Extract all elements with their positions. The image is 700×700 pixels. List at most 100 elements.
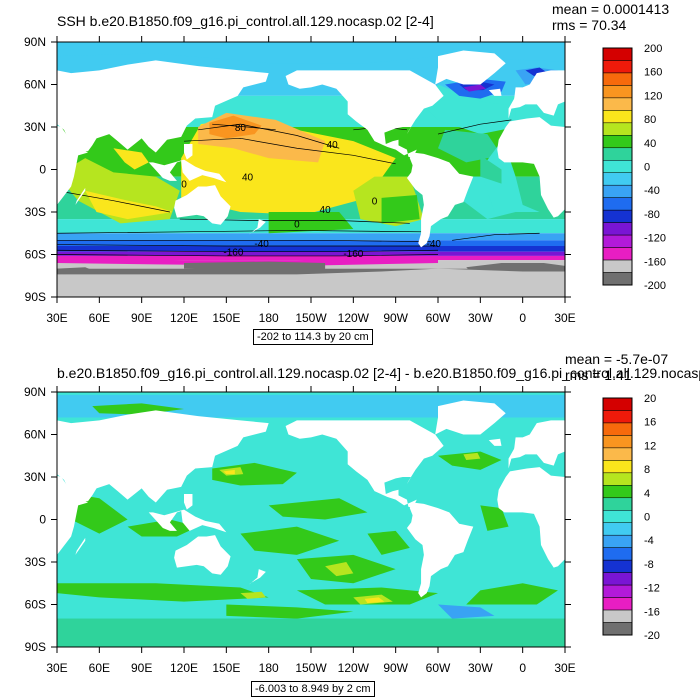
field-patch [423, 84, 516, 135]
land-mask [488, 438, 502, 446]
contour-line [57, 230, 424, 234]
colorbar-swatch [602, 209, 633, 223]
colorbar-label: 16 [644, 417, 656, 429]
colorbar-swatch [602, 234, 633, 248]
y-tick-label: 60N [24, 78, 46, 92]
field-patch [240, 591, 266, 599]
colorbar-swatch [602, 435, 633, 449]
y-tick-label: 0 [39, 513, 46, 527]
colorbar-label: -16 [644, 606, 660, 618]
difference-map-plot: 30E 60E 90E 120E 150E 180 150W 120W 90W 60W 30W 0 30… [24, 385, 660, 675]
x-tick-label: 120W [338, 661, 370, 675]
contour-label: 0 [294, 219, 300, 230]
field-patch [438, 451, 502, 470]
contour-label: 40 [242, 173, 254, 184]
field-patch [367, 530, 410, 555]
land-mask [285, 70, 444, 159]
colorbar-label: 8 [644, 464, 650, 476]
colorbar-swatch [602, 622, 633, 636]
y-tick-label: 60N [24, 428, 46, 442]
contour-line [57, 254, 439, 257]
y-tick-label: 30S [25, 205, 46, 219]
colorbar-swatch [602, 272, 633, 286]
x-tick-label: 120E [170, 311, 198, 325]
colorbar-label: -8 [644, 559, 654, 571]
x-tick-label: 90E [131, 311, 152, 325]
contour-line [452, 232, 540, 241]
field-patch [57, 618, 565, 647]
colorbar-label: 160 [644, 67, 662, 79]
land-mask [75, 537, 86, 555]
x-tick-label: 90E [131, 661, 152, 675]
colorbar-swatch [602, 47, 633, 61]
x-tick-label: 150E [212, 311, 240, 325]
field-patch [381, 195, 420, 224]
difference-panel: b.e20.B1850.f09_g16.pi_control.all.129.n… [0, 350, 700, 700]
y-tick-label: 60S [25, 248, 46, 262]
colorbar-swatch [602, 160, 633, 173]
mean-stat: mean = 0.0001413 [552, 1, 670, 17]
field-patch [57, 44, 565, 64]
land-mask [406, 502, 474, 598]
field-band [57, 233, 565, 241]
colorbar-swatch [602, 584, 633, 598]
contour-label: -160 [343, 249, 363, 260]
colorbar-label: 0 [644, 162, 650, 174]
x-tick-label: 60W [426, 661, 451, 675]
land-mask [184, 494, 193, 510]
x-tick-label: 60E [89, 311, 110, 325]
land-mask [57, 475, 89, 555]
contour-line [183, 137, 396, 165]
x-tick-label: 0 [519, 661, 526, 675]
contour-label: 80 [235, 123, 247, 134]
colorbar-swatch [602, 147, 633, 161]
rms-stat: rms = 1.41 [565, 367, 632, 383]
contour-label: 0 [372, 197, 378, 208]
map-field [57, 42, 565, 297]
contour-line [57, 249, 439, 253]
colorbar-label: 80 [644, 114, 656, 126]
field-band [57, 246, 565, 252]
y-tick-label: 30N [24, 120, 46, 134]
field-patch [325, 562, 354, 577]
colorbar-swatch [602, 447, 633, 461]
field-patch [466, 583, 558, 605]
colorbar-label: -12 [644, 583, 660, 595]
colorbar-swatch [602, 572, 633, 586]
colorbar-label: 120 [644, 90, 662, 102]
x-tick-label: 150E [212, 661, 240, 675]
x-tick-label: 60E [89, 661, 110, 675]
land-mask [508, 420, 565, 469]
y-tick-label: 90S [25, 290, 46, 304]
x-tick-label: 0 [519, 311, 526, 325]
colorbar-label: -20 [644, 630, 660, 642]
land-mask [435, 400, 506, 435]
colorbar-label: -80 [644, 209, 660, 221]
colorbar-swatch [602, 397, 633, 411]
colorbar-swatch [602, 60, 633, 74]
land-mask [174, 535, 231, 575]
contour-label: -160 [223, 248, 243, 259]
field-patch [480, 505, 509, 531]
x-tick-label: 30E [554, 311, 575, 325]
colorbar-frame [602, 397, 633, 636]
contour-label: -40 [427, 239, 442, 250]
field-patch [209, 115, 262, 139]
colorbar-swatch [602, 135, 633, 149]
field-patch [438, 604, 495, 619]
land-mask [248, 219, 266, 235]
field-patch [184, 261, 326, 272]
colorbar-swatch [602, 122, 633, 136]
colorbar-label: -40 [644, 185, 660, 197]
colorbar-label: -120 [644, 233, 666, 245]
field-patch [85, 190, 173, 220]
land-mask [488, 88, 502, 96]
x-tick-label: 150W [295, 661, 327, 675]
field-patch [268, 212, 354, 234]
chart-title: SSH b.e20.B1850.f09_g16.pi_control.all.1… [57, 13, 434, 29]
colorbar-label: 200 [644, 43, 662, 55]
y-tick-label: 90N [24, 35, 46, 49]
colorbar-swatch [602, 559, 633, 573]
rms-stat: rms = 70.34 [552, 17, 627, 33]
field-patch [268, 498, 368, 520]
